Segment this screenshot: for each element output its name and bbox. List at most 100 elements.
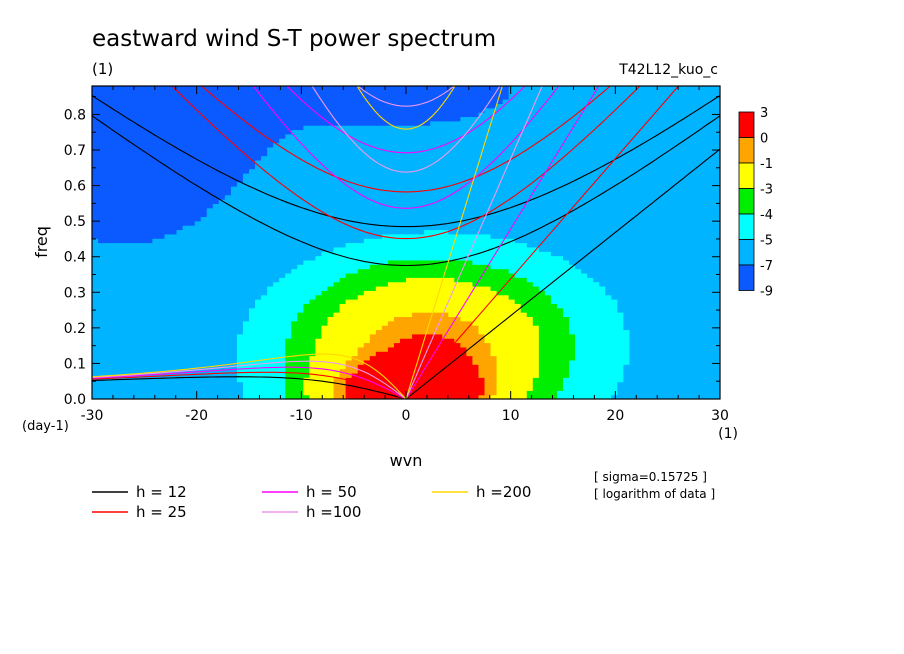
field-cell — [188, 255, 196, 261]
field-cell — [387, 255, 395, 261]
field-cell — [387, 351, 395, 357]
field-cell — [605, 368, 612, 374]
field-cell — [182, 307, 190, 313]
field-cell — [472, 355, 480, 361]
field-cell — [575, 233, 582, 239]
field-cell — [581, 194, 588, 200]
field-cell — [593, 225, 600, 231]
field-cell — [327, 207, 335, 213]
field-cell — [563, 207, 570, 213]
field-cell — [659, 342, 667, 348]
field-cell — [635, 355, 643, 361]
field-cell — [158, 290, 166, 296]
field-cell — [327, 290, 335, 296]
field-cell — [496, 294, 504, 300]
field-cell — [406, 190, 413, 196]
field-cell — [683, 299, 691, 304]
field-cell — [526, 255, 534, 261]
field-cell — [363, 207, 371, 213]
field-cell — [502, 216, 510, 222]
field-cell — [152, 242, 160, 248]
field-cell — [255, 264, 262, 270]
field-cell — [671, 320, 679, 326]
field-cell — [164, 277, 172, 283]
field-cell — [357, 351, 365, 357]
field-cell — [448, 212, 455, 218]
field-cell — [695, 329, 703, 335]
field-cell — [490, 290, 498, 296]
field-cell — [188, 294, 196, 300]
field-cell — [695, 385, 703, 391]
field-cell — [593, 268, 600, 274]
field-cell — [466, 233, 474, 239]
field-cell — [369, 272, 377, 278]
field-cell — [484, 246, 492, 252]
field-cell — [146, 381, 153, 387]
field-cell — [611, 238, 618, 244]
field-cell — [369, 307, 377, 313]
field-cell — [170, 394, 178, 399]
field-cell — [345, 259, 353, 265]
field-cell — [351, 390, 359, 396]
field-cell — [587, 246, 594, 252]
field-cell — [460, 242, 467, 248]
field-cell — [550, 385, 558, 391]
field-cell — [490, 377, 498, 383]
field-cell — [351, 255, 359, 261]
field-cell — [665, 225, 673, 231]
field-cell — [206, 359, 214, 365]
field-cell — [152, 285, 160, 291]
field-cell — [164, 299, 172, 304]
field-cell — [532, 203, 540, 209]
field-cell — [273, 290, 280, 296]
field-cell — [315, 355, 323, 361]
field-cell — [176, 342, 184, 348]
field-cell — [152, 299, 160, 304]
field-cell — [575, 216, 582, 222]
field-cell — [448, 290, 455, 296]
field-cell — [430, 194, 437, 200]
field-cell — [508, 242, 516, 248]
field-cell — [345, 316, 353, 322]
field-cell — [279, 325, 286, 331]
field-cell — [291, 329, 298, 335]
field-cell — [122, 242, 129, 248]
field-cell — [448, 394, 455, 399]
field-cell — [466, 285, 474, 291]
field-cell — [593, 277, 600, 283]
field-cell — [605, 268, 612, 274]
field-cell — [267, 312, 274, 318]
field-cell — [671, 199, 679, 204]
field-cell — [424, 377, 431, 383]
field-cell — [472, 338, 480, 344]
field-cell — [466, 225, 474, 231]
field-cell — [339, 242, 347, 248]
field-cell — [472, 199, 480, 204]
field-cell — [164, 242, 172, 248]
field-cell — [218, 333, 226, 339]
field-cell — [454, 190, 461, 196]
field-cell — [424, 368, 431, 374]
field-cell — [188, 368, 196, 374]
field-cell — [593, 229, 600, 235]
field-cell — [587, 268, 594, 274]
field-cell — [713, 225, 720, 231]
field-cell — [629, 364, 637, 370]
field-cell — [575, 281, 582, 287]
field-cell — [526, 381, 534, 387]
field-cell — [267, 320, 274, 326]
field-cell — [212, 307, 220, 313]
field-cell — [460, 259, 467, 265]
field-cell — [502, 251, 510, 257]
field-cell — [92, 377, 99, 383]
field-cell — [695, 255, 703, 261]
field-cell — [351, 333, 359, 339]
field-cell — [629, 264, 637, 270]
field-cell — [351, 346, 359, 352]
field-cell — [514, 264, 522, 270]
field-cell — [689, 272, 697, 278]
field-cell — [146, 242, 153, 248]
field-cell — [345, 390, 353, 396]
field-cell — [665, 255, 673, 261]
field-cell — [550, 325, 558, 331]
